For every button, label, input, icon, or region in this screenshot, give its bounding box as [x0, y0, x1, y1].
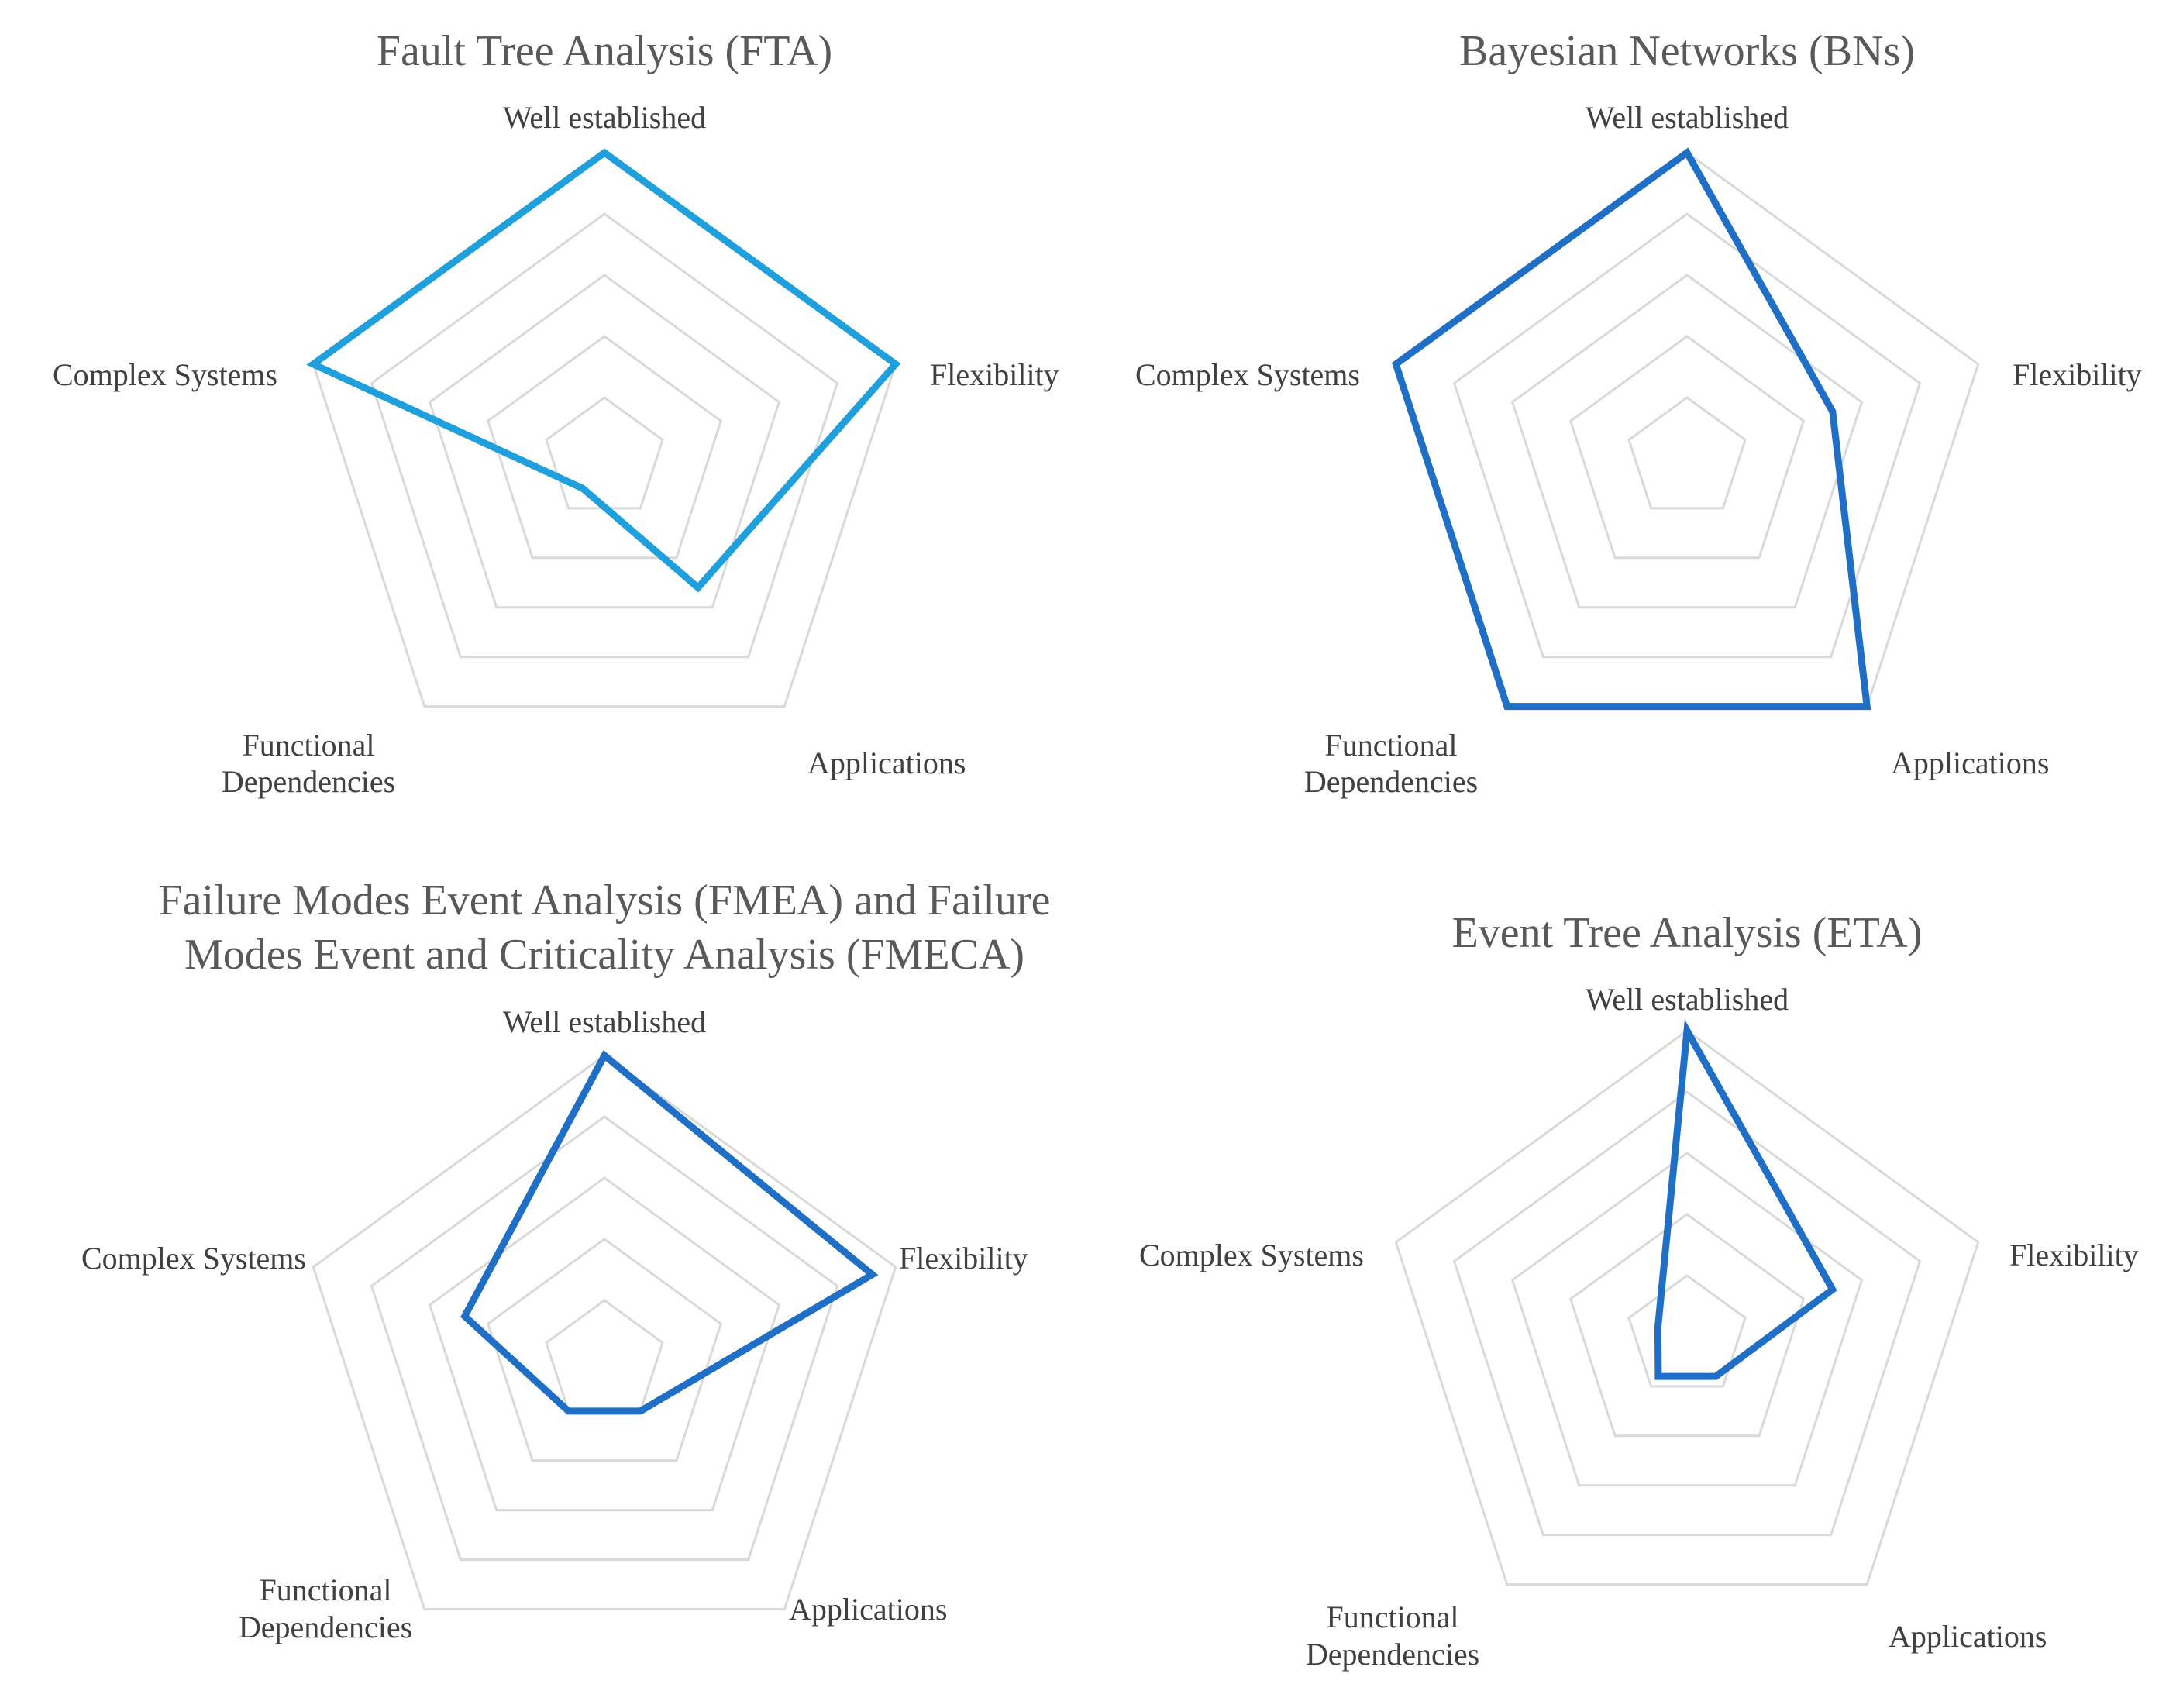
- grid-ring: [545, 1299, 664, 1413]
- radar-chart-bns: Bayesian Networks (BNs) Well established F…: [1135, 27, 2142, 799]
- axis-label-applications: Applications: [807, 746, 966, 780]
- axis-label-flexibility: Flexibility: [899, 1241, 1028, 1276]
- axis-label-functional-dependencies: Functional Dependencies: [1306, 1600, 1479, 1672]
- grid-ring: [312, 151, 897, 708]
- series-line-bns: [1392, 147, 1871, 711]
- axis-label-flexibility: Flexibility: [2009, 1238, 2139, 1272]
- axis-label-complex-systems: Complex Systems: [53, 357, 277, 392]
- grid-ring: [1452, 1090, 1922, 1537]
- grid-ring: [1568, 1213, 1806, 1438]
- axis-label-well-established: Well established: [503, 1004, 706, 1039]
- grid-ring: [1510, 1152, 1864, 1487]
- chart-title: Failure Modes Event Analysis (FMEA) and …: [159, 876, 1051, 925]
- grid-ring: [1627, 396, 1747, 510]
- grid-ring: [1510, 274, 1864, 609]
- radar-chart-fta: Fault Tree Analysis (FTA) Well establishe…: [53, 27, 1059, 799]
- axis-label-applications: Applications: [1889, 1619, 2047, 1654]
- axis-label-functional-dependencies: Functional Dependencies: [222, 728, 395, 799]
- radar-chart-eta: Event Tree Analysis (ETA) Well establishe…: [1139, 909, 2139, 1672]
- axis-label-complex-systems: Complex Systems: [1139, 1238, 1364, 1272]
- grid-ring: [545, 396, 664, 510]
- grid-ring: [428, 1176, 781, 1512]
- grid-ring: [1394, 1029, 1980, 1586]
- axis-label-well-established: Well established: [503, 100, 706, 135]
- chart-title: Modes Event and Criticality Analysis (FM…: [184, 931, 1024, 979]
- series-line-fmea-fmeca: [460, 1050, 879, 1415]
- axis-label-functional-dependencies: Functional Dependencies: [1304, 728, 1478, 799]
- axis-label-flexibility: Flexibility: [2013, 357, 2142, 392]
- series-line-eta: [1654, 1019, 1837, 1380]
- chart-title: Fault Tree Analysis (FTA): [377, 27, 832, 75]
- grid-ring: [370, 212, 839, 659]
- axis-label-complex-systems: Complex Systems: [1135, 357, 1360, 392]
- grid-ring: [486, 335, 723, 560]
- axis-label-complex-systems: Complex Systems: [81, 1241, 306, 1276]
- chart-title: Bayesian Networks (BNs): [1459, 27, 1915, 75]
- grid-ring: [428, 274, 781, 609]
- grid-ring: [486, 1238, 723, 1462]
- grid-ring: [312, 1054, 897, 1611]
- axis-label-well-established: Well established: [1586, 100, 1789, 135]
- grid-ring: [1568, 335, 1806, 560]
- axis-label-functional-dependencies: Functional Dependencies: [239, 1572, 412, 1644]
- radar-chart-fmea-fmeca: Failure Modes Event Analysis (FMEA) and …: [81, 876, 1051, 1644]
- grid-ring: [1627, 1274, 1747, 1388]
- grid-ring: [1452, 212, 1922, 659]
- grid-ring: [370, 1115, 839, 1562]
- chart-title: Event Tree Analysis (ETA): [1452, 909, 1923, 957]
- axis-label-flexibility: Flexibility: [930, 357, 1059, 392]
- series-line-fta: [306, 148, 901, 593]
- axis-label-applications: Applications: [789, 1592, 947, 1627]
- axis-label-applications: Applications: [1891, 746, 2049, 780]
- axis-label-well-established: Well established: [1586, 982, 1789, 1017]
